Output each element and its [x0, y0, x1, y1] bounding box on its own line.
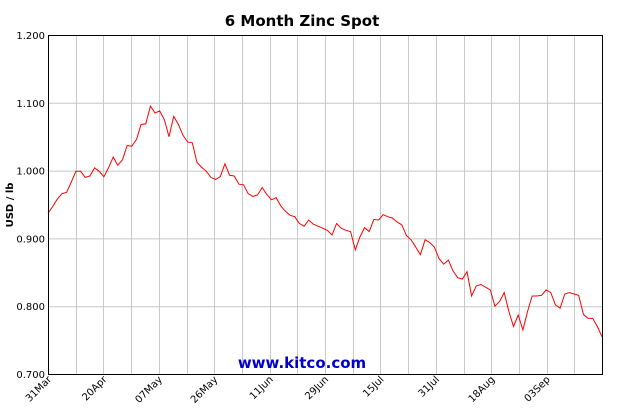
series-line [47, 105, 603, 337]
x-tick-label: 03Sep [523, 374, 553, 404]
watermark: www.kitco.com [238, 354, 366, 372]
y-tick-label: 1.000 [16, 167, 45, 178]
x-tick-label: 11Jun [248, 374, 276, 402]
x-tick-label: 29Jun [303, 374, 331, 402]
y-axis-label: USD / lb [5, 183, 16, 228]
x-tick-label: 07May [134, 374, 165, 405]
y-tick-label: 0.900 [16, 234, 45, 245]
x-tick-label: 15Jul [361, 374, 386, 399]
y-tick-label: 0.700 [16, 370, 45, 381]
x-axis-ticks: 31Mar 20Apr 07May 26May 11Jun 29Jun 15Jul 31Jul… [24, 374, 553, 406]
grid-lines [48, 35, 602, 375]
y-tick-label: 0.800 [16, 302, 45, 313]
plot-frame [48, 35, 603, 375]
x-tick-label: 26May [189, 374, 220, 405]
y-axis-ticks: 1.200 1.100 1.000 0.900 0.800 0.700 [16, 31, 45, 381]
x-tick-label: 31Jul [417, 374, 442, 399]
y-tick-label: 1.100 [16, 99, 45, 110]
x-tick-label: 18Aug [467, 374, 498, 405]
y-tick-label: 1.200 [16, 31, 45, 42]
x-tick-label: 20Apr [81, 374, 111, 404]
chart-title: 6 Month Zinc Spot [225, 12, 379, 30]
